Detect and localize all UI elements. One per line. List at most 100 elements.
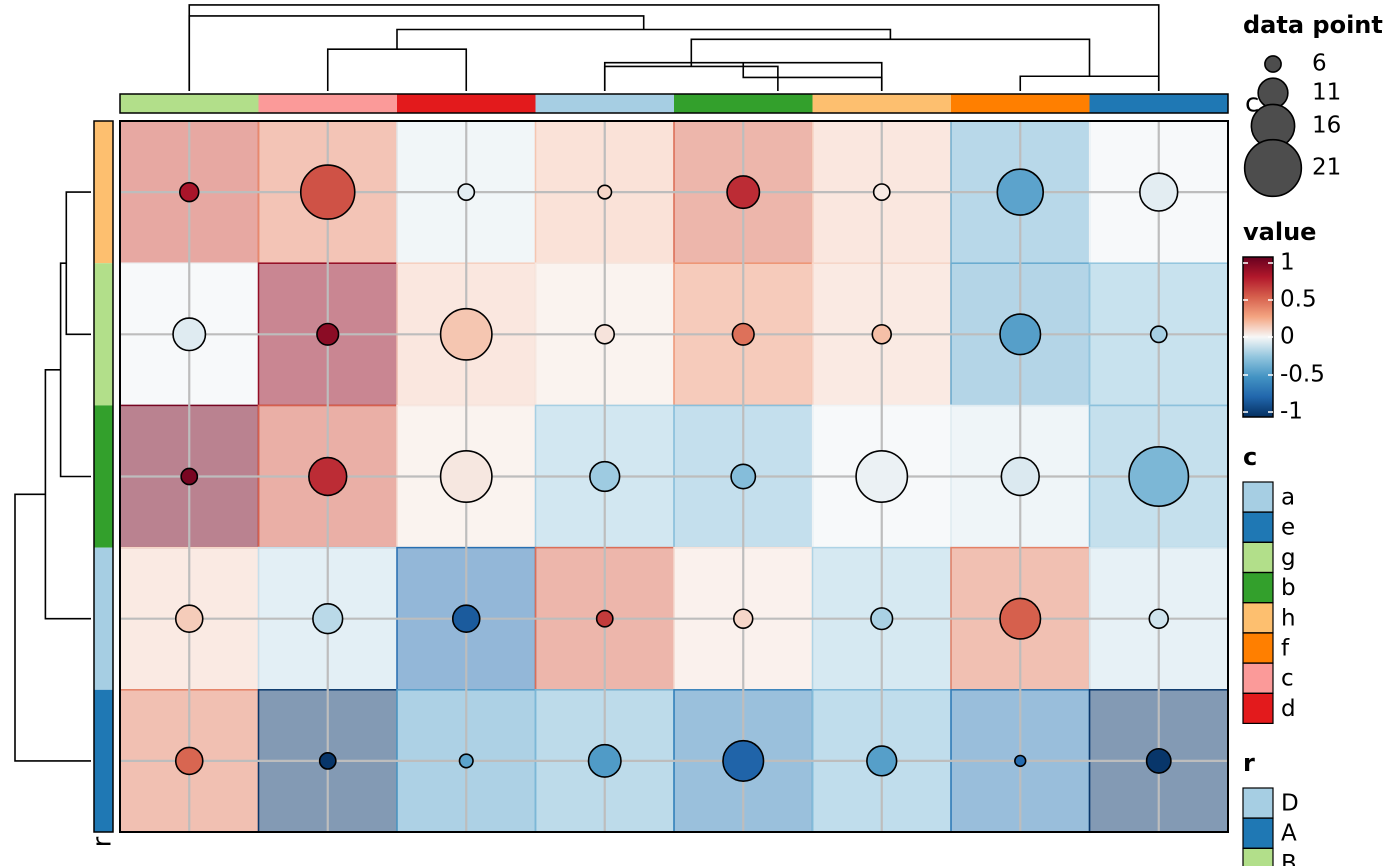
data-point [866,745,898,777]
legend-swatch [1242,481,1274,513]
data-point [587,743,622,778]
row-annotation-cell [94,547,113,690]
data-point [1149,325,1168,344]
data-point [999,597,1042,640]
column-annotation-cell [258,94,397,113]
data-point [174,604,204,634]
dendrogram-branch [326,48,468,91]
legend-label: b [1281,575,1296,601]
data-point [439,450,493,503]
legend-label: A [1281,821,1297,847]
data-point [1014,754,1027,768]
dendrogram-branch [690,38,1091,77]
data-point [451,604,481,634]
data-point [597,184,613,200]
legend-label: f [1281,636,1290,662]
data-point [179,181,200,203]
column-annotation-cell [1089,94,1228,113]
column-dendrogram [188,4,1160,91]
size-legend-label: 16 [1312,113,1341,139]
legend-label: e [1281,515,1295,541]
row-annotation-bar [93,120,114,833]
column-annotation-cell [951,94,1090,113]
legend-label: c [1281,666,1294,692]
data-point [726,175,761,210]
data-point [308,456,348,497]
legend-swatch [1242,541,1274,574]
data-point [1139,172,1179,212]
legend-label: D [1281,791,1299,817]
data-point [172,317,207,352]
row-annotation-cell [94,689,113,832]
value-legend: value 1 0.5 0 -0.5 -1 [1242,218,1325,425]
data-point [722,739,765,782]
size-legend-title: data point [1243,11,1383,39]
data-point [457,183,476,202]
data-point [1000,456,1040,497]
column-annotation-cell [397,94,536,113]
value-legend-title: value [1243,218,1316,246]
data-point [1145,747,1172,774]
data-point [299,164,356,220]
column-annotation-bar [119,93,1229,114]
legend-swatch [1242,632,1274,664]
data-point [439,307,493,361]
data-point [870,607,894,631]
data-point [999,313,1042,356]
value-legend-label: -1 [1280,399,1303,425]
size-legend-label: 21 [1312,155,1341,181]
size-legend-dot [1257,77,1289,109]
row-dendrogram [14,191,91,762]
value-legend-label: 1 [1280,250,1295,276]
row-annotation-cell [94,405,113,548]
legend-swatch [1242,571,1274,604]
dendrogram-branch [603,65,779,91]
value-legend-label: -0.5 [1280,362,1325,388]
dendrogram-branch [188,15,645,91]
data-point [871,324,892,345]
dendrogram-branch [65,191,91,336]
data-point [732,608,754,629]
legend-swatch [1242,817,1274,849]
r-legend-title: r [1243,749,1255,777]
legend-label: g [1281,545,1296,571]
dendrogram-branch [188,4,1160,91]
row-annotation-cell [94,121,113,264]
legend-swatch [1242,692,1274,725]
dendrogram-branch [44,369,91,620]
size-legend: data point 6 11 16 21 [1243,11,1383,198]
column-annotation-cell [120,94,259,113]
dendrogram-branch [14,493,91,762]
row-annotation-border [93,120,114,833]
legend-label: a [1281,485,1295,511]
value-legend-label: 0.5 [1280,287,1317,313]
legend-swatch [1242,511,1274,543]
data-point [855,450,909,503]
size-legend-dot [1243,138,1303,198]
heatmap-border [119,120,1229,833]
c-legend-title: c [1243,443,1257,471]
data-point [180,467,199,486]
data-point [595,609,614,628]
size-legend-dot [1264,55,1282,73]
legend-swatch [1242,662,1274,694]
data-point [312,603,344,635]
legend-swatch [1242,602,1274,634]
data-point [316,322,340,346]
row-annotation-cell [94,263,113,406]
value-legend-label: 0 [1280,324,1295,350]
data-point [1148,608,1170,629]
size-legend-label: 11 [1312,80,1341,106]
legend-label: d [1281,696,1296,722]
data-point [594,324,615,345]
data-point [458,753,474,769]
data-point [731,322,755,346]
data-point [318,752,337,770]
column-annotation-cell [535,94,674,113]
column-annotation-cell [674,94,813,113]
data-point [730,463,757,490]
r-legend: r DAB [1242,749,1299,866]
legend-swatch [1242,847,1274,866]
